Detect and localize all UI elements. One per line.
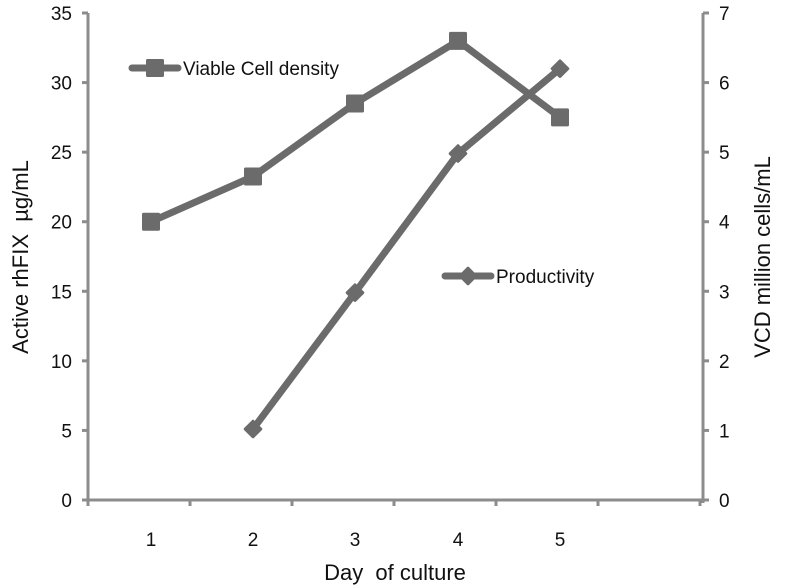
y-tick-label-left: 5 (61, 421, 72, 442)
square-marker-icon (244, 167, 262, 186)
y-tick-label-right: 5 (719, 143, 730, 164)
y-tick-label-left: 10 (51, 352, 72, 373)
y-axis-title-left: Active rhFIX µg/mL (8, 160, 33, 354)
x-tick-label: 2 (248, 530, 259, 551)
y-axis-title-right: VCD million cells/mL (750, 156, 775, 358)
axes: 0 5 10 15 20 25 30 35 0 1 2 3 4 5 6 7 1 2 3 4 5 (51, 4, 730, 551)
y-tick-label-right: 1 (719, 421, 730, 442)
series-layer (142, 31, 570, 439)
diamond-marker-icon (448, 144, 468, 163)
diamond-marker-icon (550, 59, 570, 78)
x-tick-label: 5 (555, 530, 566, 551)
y-tick-label-left: 20 (51, 213, 72, 234)
legend-label: Productivity (496, 267, 595, 288)
y-tick-label-left: 0 (61, 491, 72, 512)
y-tick-label-left: 15 (51, 282, 72, 303)
y-tick-label-right: 7 (719, 4, 730, 25)
series-viable-cell-density (142, 31, 569, 231)
legend: Viable Cell density Productivity (128, 59, 595, 288)
y-tick-label-right: 3 (719, 282, 730, 303)
square-marker-icon (551, 108, 569, 127)
x-axis-title: Day of culture (324, 560, 466, 585)
square-marker-icon (146, 59, 164, 77)
legend-label: Viable Cell density (183, 59, 339, 80)
legend-entry: Viable Cell density (128, 59, 339, 80)
x-tick-label: 1 (146, 530, 157, 551)
y-tick-label-right: 0 (719, 491, 730, 512)
y-tick-label-right: 6 (719, 74, 730, 95)
legend-entry: Productivity (441, 266, 595, 288)
diamond-marker-icon (243, 419, 263, 439)
diamond-marker-icon (458, 266, 478, 286)
y-tick-label-left: 30 (51, 74, 72, 95)
square-marker-icon (346, 94, 364, 113)
square-marker-icon (142, 212, 160, 231)
series-line (250, 65, 563, 432)
y-tick-label-left: 25 (51, 143, 72, 164)
x-tick-label: 3 (350, 530, 361, 551)
series-productivity (243, 59, 570, 439)
y-tick-label-right: 2 (719, 352, 730, 373)
diamond-marker-icon (345, 283, 365, 302)
square-marker-icon (449, 31, 467, 50)
x-tick-label: 4 (453, 530, 464, 551)
y-tick-label-left: 35 (51, 4, 72, 25)
y-tick-label-right: 4 (719, 213, 730, 234)
